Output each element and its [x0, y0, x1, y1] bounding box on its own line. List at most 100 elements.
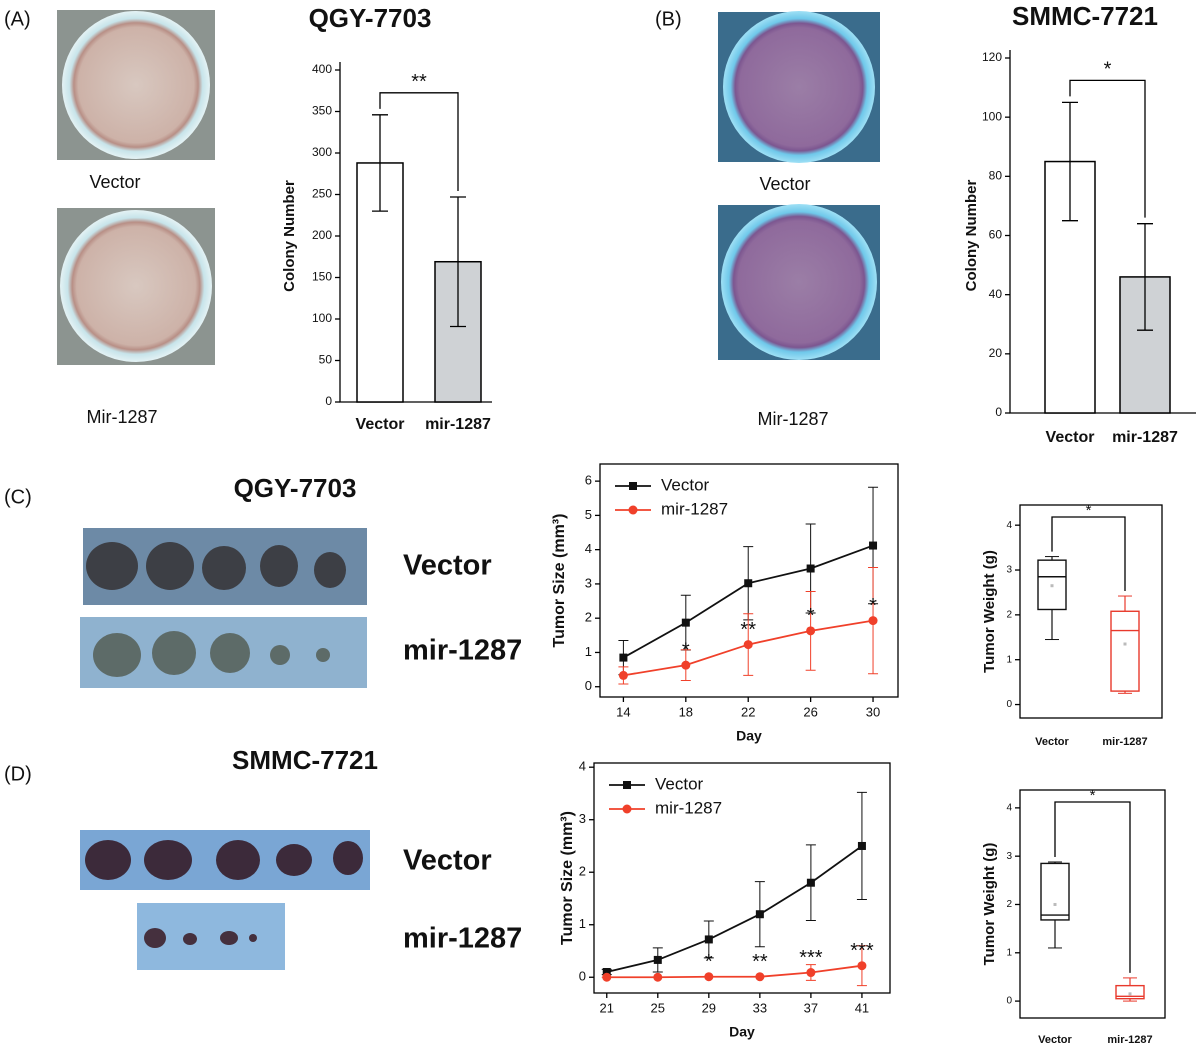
series-line — [606, 845, 863, 973]
y-axis-label: Tumor Weight (g) — [981, 843, 998, 966]
x-tick-label: 41 — [855, 1000, 869, 1015]
y-tick-label: 50 — [319, 353, 333, 367]
group-label: Vector — [403, 845, 492, 877]
plot-frame — [1019, 504, 1163, 719]
y-tick-label: 0 — [585, 678, 592, 693]
dish — [721, 204, 877, 360]
y-tick-label: 40 — [989, 287, 1003, 301]
significance-label: *** — [799, 947, 823, 969]
y-tick-label: 20 — [989, 346, 1003, 360]
marker — [704, 935, 713, 944]
y-axis-label: Tumor Size (mm³) — [559, 811, 576, 945]
y-tick-label: 60 — [989, 228, 1003, 242]
y-axis-label: Tumor Weight (g) — [981, 550, 998, 673]
significance-label: *** — [850, 940, 874, 962]
y-tick-label: 300 — [312, 145, 332, 159]
y-tick-label: 3 — [1006, 565, 1012, 576]
chart-title: SMMC-7721 — [1012, 1, 1158, 31]
marker — [806, 564, 815, 573]
marker — [681, 660, 691, 670]
y-tick-label: 1 — [1006, 654, 1012, 665]
dish — [62, 11, 210, 159]
x-tick-label: 14 — [616, 704, 630, 719]
marker — [681, 618, 690, 627]
x-tick-label: 22 — [741, 704, 755, 719]
marker — [744, 579, 753, 588]
legend-marker — [628, 505, 638, 515]
marker — [653, 972, 663, 982]
series-line — [606, 964, 863, 979]
marker — [743, 640, 753, 650]
y-tick-label: 6 — [585, 473, 592, 488]
marker — [619, 653, 628, 662]
marker — [806, 878, 815, 887]
significance-bracket — [379, 92, 459, 191]
legend-marker — [622, 804, 632, 814]
group-label: mir-1287 — [403, 635, 522, 667]
y-tick-label: 0 — [325, 394, 332, 408]
x-tick-label: Vector — [1046, 429, 1095, 446]
y-axis-label: Colony Number — [281, 180, 298, 292]
y-tick-label: 250 — [312, 187, 332, 201]
x-tick-label: 21 — [600, 1000, 614, 1015]
marker — [602, 972, 612, 982]
legend-label: Vector — [655, 774, 704, 793]
panel-label: (C) — [4, 486, 32, 508]
plot-frame — [599, 463, 899, 698]
photo-label: Mir-1287 — [86, 407, 157, 427]
y-tick-label: 4 — [585, 541, 592, 556]
y-tick-label: 0 — [1006, 699, 1012, 710]
y-tick-label: 2 — [1006, 610, 1012, 621]
marker — [806, 626, 816, 636]
legend-marker — [629, 482, 637, 490]
error-bar — [1137, 223, 1153, 331]
error-bar — [372, 114, 388, 212]
marker — [806, 968, 816, 978]
significance-bracket — [1069, 79, 1146, 218]
y-tick-label: 2 — [585, 610, 592, 625]
y-tick-label: 2 — [579, 864, 586, 879]
x-tick-label: Vector — [1035, 736, 1069, 748]
significance-label: ** — [752, 951, 768, 973]
significance-bracket — [1054, 801, 1131, 973]
legend-marker — [623, 781, 631, 789]
significance-label: * — [1104, 59, 1112, 81]
group-label: mir-1287 — [403, 923, 522, 955]
x-axis-label: Day — [729, 1024, 755, 1040]
photo-label: Vector — [89, 172, 140, 192]
box — [1040, 862, 1070, 921]
y-tick-label: 100 — [982, 109, 1002, 123]
marker — [869, 541, 878, 550]
marker — [618, 670, 628, 680]
x-tick-label: mir-1287 — [1112, 429, 1178, 446]
y-tick-label: 3 — [585, 575, 592, 590]
marker — [602, 967, 611, 976]
photo-label: Vector — [759, 174, 810, 194]
colony-photos — [57, 10, 880, 365]
y-tick-label: 0 — [995, 405, 1002, 419]
x-tick-label: 25 — [651, 1000, 665, 1015]
y-tick-label: 1 — [579, 916, 586, 931]
mean — [1123, 642, 1127, 646]
y-tick-label: 120 — [982, 50, 1002, 64]
x-tick-label: Vector — [1038, 1034, 1072, 1046]
y-tick-label: 200 — [312, 228, 332, 242]
x-tick-label: 30 — [866, 704, 880, 719]
y-tick-label: 1 — [585, 644, 592, 659]
x-tick-label: mir-1287 — [1102, 736, 1147, 748]
x-tick-label: mir-1287 — [425, 416, 491, 433]
legend-label: mir-1287 — [661, 499, 728, 518]
y-tick-label: 1 — [1006, 947, 1012, 958]
marker — [653, 955, 662, 964]
x-tick-label: Vector — [356, 416, 405, 433]
legend-label: Vector — [661, 475, 710, 494]
chart-title: QGY-7703 — [309, 3, 432, 33]
x-tick-label: 37 — [804, 1000, 818, 1015]
section-title: SMMC-7721 — [232, 745, 378, 775]
y-tick-label: 350 — [312, 104, 332, 118]
significance-label: * — [869, 595, 877, 617]
significance-label: * — [705, 951, 713, 973]
marker — [704, 972, 714, 982]
y-tick-label: 4 — [1006, 803, 1012, 814]
significance-label: * — [1086, 502, 1092, 519]
